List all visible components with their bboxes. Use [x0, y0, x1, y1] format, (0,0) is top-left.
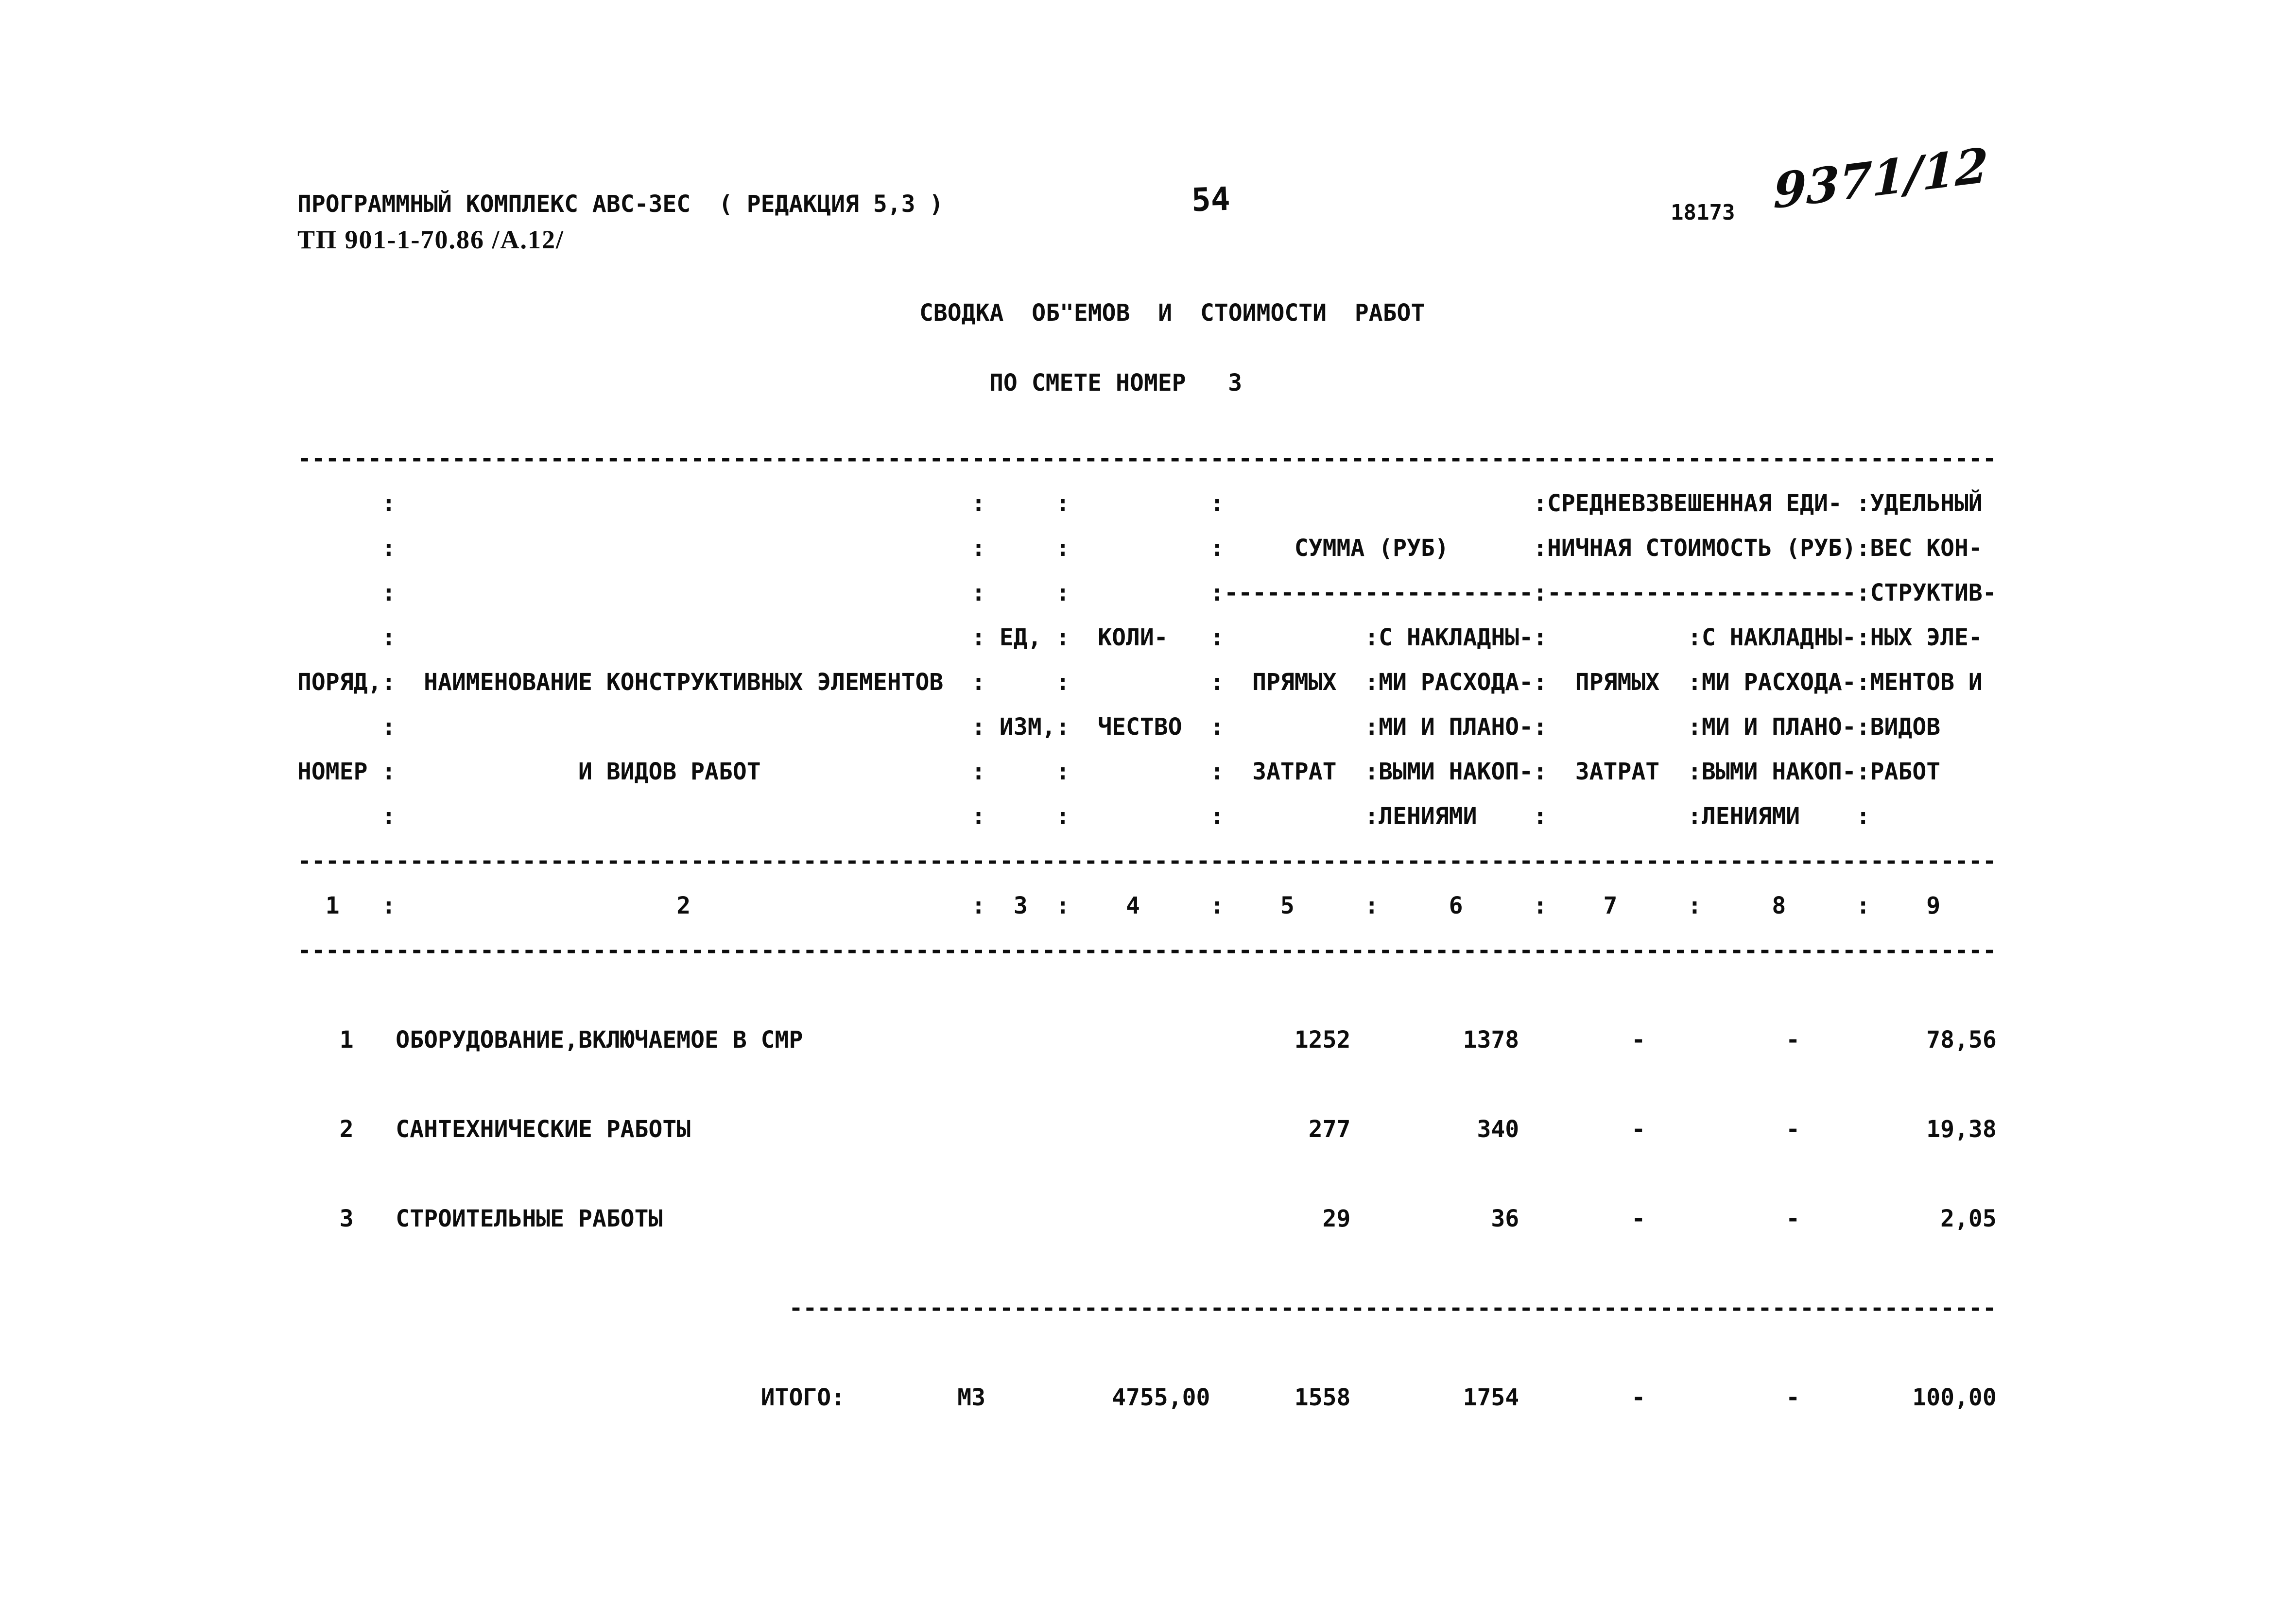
spacer-line: [297, 1073, 1997, 1096]
column-numbers-line: 1 : 2 : 3 : 4 : 5 : 6 : 7 : 8 : 9: [297, 892, 1997, 919]
printout-table: ----------------------------------------…: [297, 445, 1997, 1431]
typewritten-project-code: ТП 901-1-70.86 /А.12/: [297, 225, 564, 254]
document-subtitle: ПО СМЕТЕ НОМЕР 3: [989, 369, 1243, 397]
table-header-bottom-border: ----------------------------------------…: [297, 847, 1997, 875]
table-header-line-7: : : : : :ЛЕНИЯМИ : :ЛЕНИЯМИ :: [297, 803, 1997, 830]
table-row-1: 1 ОБОРУДОВАНИЕ,ВКЛЮЧАЕМОЕ В СМР 1252 137…: [297, 1026, 1997, 1054]
table-header-line-3: : : ЕД, : КОЛИ- : :С НАКЛАДНЫ-: :С НАКЛА…: [297, 624, 1997, 651]
table-top-border: ----------------------------------------…: [297, 445, 1997, 472]
table-header-line-5: : : ИЗМ,: ЧЕСТВО : :МИ И ПЛАНО-: :МИ И П…: [297, 713, 1997, 741]
table-header-subdivider: : : : :----------------------:----------…: [297, 579, 1997, 606]
table-row-3: 3 СТРОИТЕЛЬНЫЕ РАБОТЫ 29 36 - - 2,05: [297, 1205, 1997, 1232]
table-header-line-6: НОМЕР : И ВИДОВ РАБОТ : : : ЗАТРАТ :ВЫМИ…: [297, 758, 1997, 785]
total-separator-line: ----------------------------------------…: [297, 1295, 1997, 1322]
table-header-line-2: : : : : СУММА (РУБ) :НИЧНАЯ СТОИМОСТЬ (Р…: [297, 535, 1997, 562]
table-row-2: 2 САНТЕХНИЧЕСКИЕ РАБОТЫ 277 340 - - 19,3…: [297, 1116, 1997, 1143]
table-header-line-1: : : : : :СРЕДНЕВЗВЕШЕННАЯ ЕДИ- :УДЕЛЬНЫЙ: [297, 490, 1997, 517]
spacer-line: [297, 1342, 1997, 1364]
spacer-line: [297, 1163, 1997, 1185]
document-title: СВОДКА ОБ"ЕМОВ И СТОИМОСТИ РАБОТ: [919, 299, 1425, 327]
page-number: 54: [1191, 180, 1231, 219]
table-header-line-4: ПОРЯД,: НАИМЕНОВАНИЕ КОНСТРУКТИВНЫХ ЭЛЕМ…: [297, 669, 1997, 696]
column-numbers-border: ----------------------------------------…: [297, 937, 1997, 964]
spacer-line: [297, 984, 1997, 1006]
spacer-line: [297, 1252, 1997, 1275]
total-row: ИТОГО: М3 4755,00 1558 1754 - - 100,00: [297, 1384, 1997, 1411]
handwritten-number: 9371/12: [1773, 137, 1989, 220]
program-header-line: ПРОГРАММНЫЙ КОМПЛЕКС АВС-3ЕС ( РЕДАКЦИЯ …: [297, 190, 944, 218]
print-code-number: 18173: [1671, 200, 1735, 225]
